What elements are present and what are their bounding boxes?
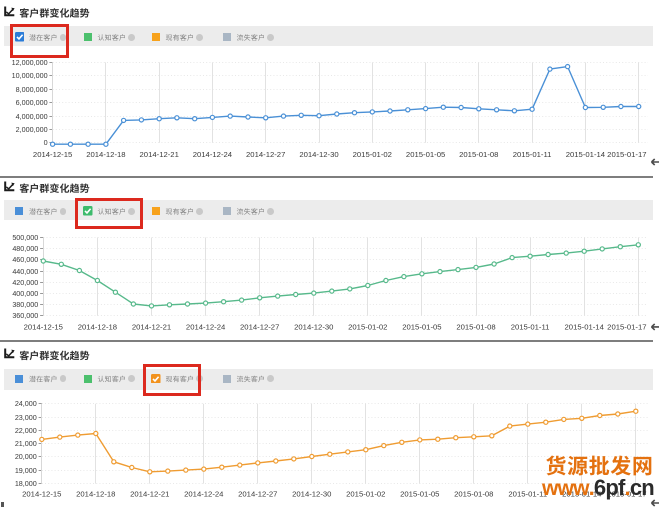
- svg-text:2015-01-11: 2015-01-11: [511, 323, 550, 332]
- svg-text:2015-01-02: 2015-01-02: [346, 490, 385, 499]
- svg-text:360,000: 360,000: [12, 311, 38, 320]
- svg-text:2014-12-24: 2014-12-24: [184, 490, 224, 499]
- svg-text:2014-12-21: 2014-12-21: [130, 490, 169, 499]
- svg-text:420,000: 420,000: [12, 278, 38, 287]
- svg-text:2015-01-11: 2015-01-11: [513, 150, 552, 159]
- svg-text:8,000,000: 8,000,000: [16, 85, 48, 94]
- svg-text:440,000: 440,000: [12, 267, 38, 276]
- svg-text:2014-12-21: 2014-12-21: [132, 323, 171, 332]
- svg-text:2014-12-18: 2014-12-18: [86, 150, 125, 159]
- svg-text:19,000: 19,000: [15, 466, 37, 475]
- svg-text:400,000: 400,000: [12, 289, 38, 298]
- svg-text:2014-12-27: 2014-12-27: [238, 490, 277, 499]
- svg-text:2015-01-05: 2015-01-05: [402, 323, 441, 332]
- svg-text:2014-12-30: 2014-12-30: [294, 323, 333, 332]
- svg-text:12,000,000: 12,000,000: [12, 58, 48, 67]
- svg-text:2015-01-08: 2015-01-08: [456, 323, 495, 332]
- svg-text:2015-01-05: 2015-01-05: [400, 490, 439, 499]
- svg-text:2014-12-21: 2014-12-21: [140, 150, 179, 159]
- svg-text:2015-01-17: 2015-01-17: [607, 323, 646, 332]
- svg-text:2015-01-17: 2015-01-17: [607, 150, 646, 159]
- svg-text:23,000: 23,000: [15, 413, 37, 422]
- svg-text:2014-12-18: 2014-12-18: [78, 323, 117, 332]
- svg-text:2015-01-14: 2015-01-14: [565, 323, 605, 332]
- svg-text:2014-12-30: 2014-12-30: [299, 150, 338, 159]
- svg-text:21,000: 21,000: [15, 439, 37, 448]
- svg-text:2015-01-14: 2015-01-14: [562, 490, 602, 499]
- svg-text:18,000: 18,000: [15, 479, 37, 488]
- svg-text:2014-12-15: 2014-12-15: [33, 150, 72, 159]
- svg-text:480,000: 480,000: [12, 244, 38, 253]
- svg-text:380,000: 380,000: [12, 300, 38, 309]
- svg-text:2015-01-17: 2015-01-17: [607, 490, 646, 499]
- svg-text:10,000,000: 10,000,000: [12, 71, 48, 80]
- svg-text:2014-12-24: 2014-12-24: [186, 323, 226, 332]
- svg-text:2014-12-15: 2014-12-15: [22, 490, 61, 499]
- svg-text:6,000,000: 6,000,000: [16, 98, 48, 107]
- svg-text:22,000: 22,000: [15, 426, 37, 435]
- svg-text:2014-12-24: 2014-12-24: [193, 150, 233, 159]
- svg-text:2015-01-11: 2015-01-11: [508, 490, 547, 499]
- svg-text:20,000: 20,000: [15, 452, 37, 461]
- svg-text:2014-12-27: 2014-12-27: [240, 323, 279, 332]
- svg-text:2015-01-02: 2015-01-02: [348, 323, 387, 332]
- svg-text:2015-01-14: 2015-01-14: [566, 150, 606, 159]
- svg-text:2015-01-02: 2015-01-02: [353, 150, 392, 159]
- svg-text:2,000,000: 2,000,000: [16, 125, 48, 134]
- svg-text:2015-01-05: 2015-01-05: [406, 150, 445, 159]
- svg-text:0: 0: [44, 138, 48, 147]
- svg-text:460,000: 460,000: [12, 255, 38, 264]
- svg-text:2014-12-30: 2014-12-30: [292, 490, 331, 499]
- svg-text:500,000: 500,000: [12, 233, 38, 242]
- svg-text:2014-12-27: 2014-12-27: [246, 150, 285, 159]
- svg-text:24,000: 24,000: [15, 399, 37, 408]
- svg-text:2015-01-08: 2015-01-08: [459, 150, 498, 159]
- svg-text:4,000,000: 4,000,000: [16, 112, 48, 121]
- svg-text:2014-12-18: 2014-12-18: [76, 490, 115, 499]
- svg-text:2015-01-08: 2015-01-08: [454, 490, 493, 499]
- svg-text:2014-12-15: 2014-12-15: [24, 323, 63, 332]
